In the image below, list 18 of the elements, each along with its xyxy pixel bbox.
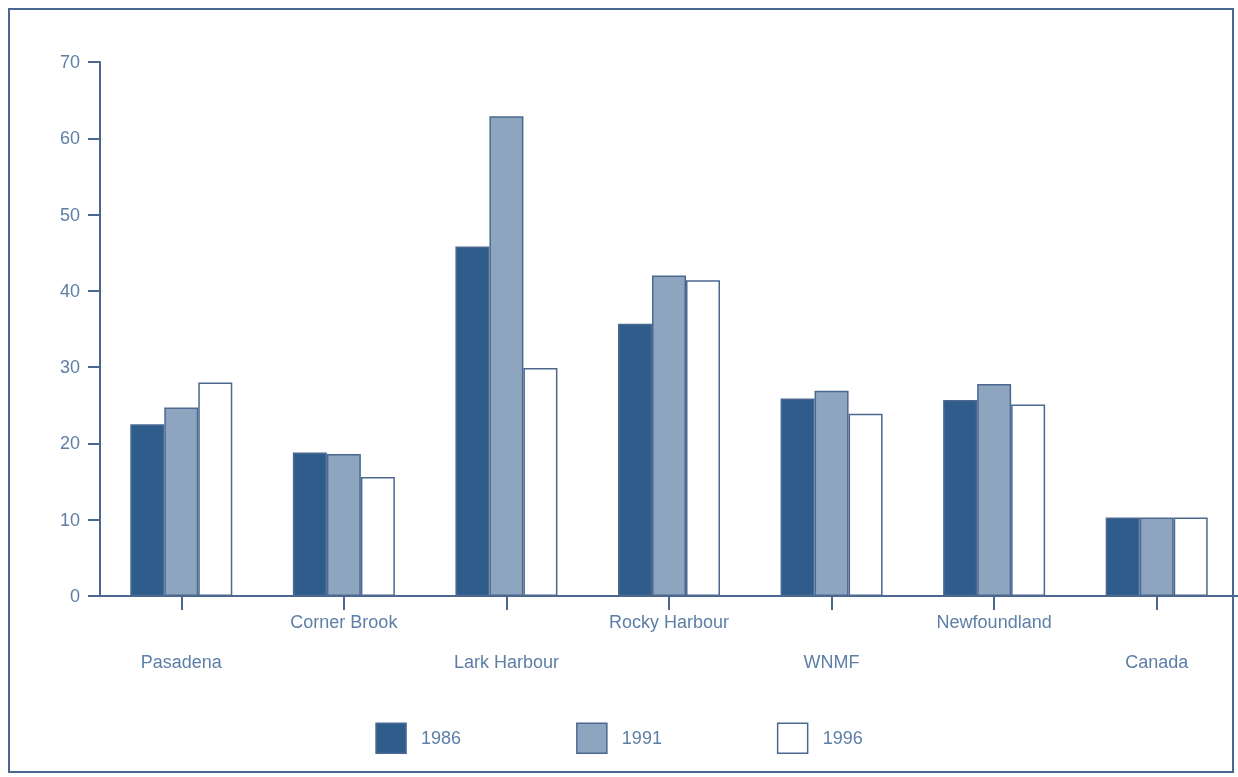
- y-tick-label: 60: [59, 128, 80, 149]
- y-tick-label: 10: [59, 509, 80, 530]
- x-tick-label: WNMF: [803, 652, 860, 672]
- x-tick-label: Rocky Harbour: [608, 612, 730, 632]
- x-tick-label: Newfoundland: [936, 612, 1052, 632]
- x-tick-label: Canada: [1125, 652, 1190, 672]
- y-tick-label: 40: [59, 280, 80, 301]
- legend-label: 1996: [822, 728, 863, 749]
- y-tick-label: 0: [69, 586, 80, 606]
- y-tick-label: 20: [59, 433, 80, 454]
- x-tick-label: Pasadena: [140, 652, 223, 672]
- legend-label: 1986: [421, 728, 462, 749]
- x-tick-label: Lark Harbour: [453, 652, 559, 672]
- y-tick-label: 30: [59, 357, 80, 378]
- x-tick-label: Corner Brook: [290, 612, 399, 632]
- y-tick-label: 70: [59, 52, 80, 72]
- y-tick-label: 50: [59, 204, 80, 225]
- legend-label: 1991: [621, 728, 662, 749]
